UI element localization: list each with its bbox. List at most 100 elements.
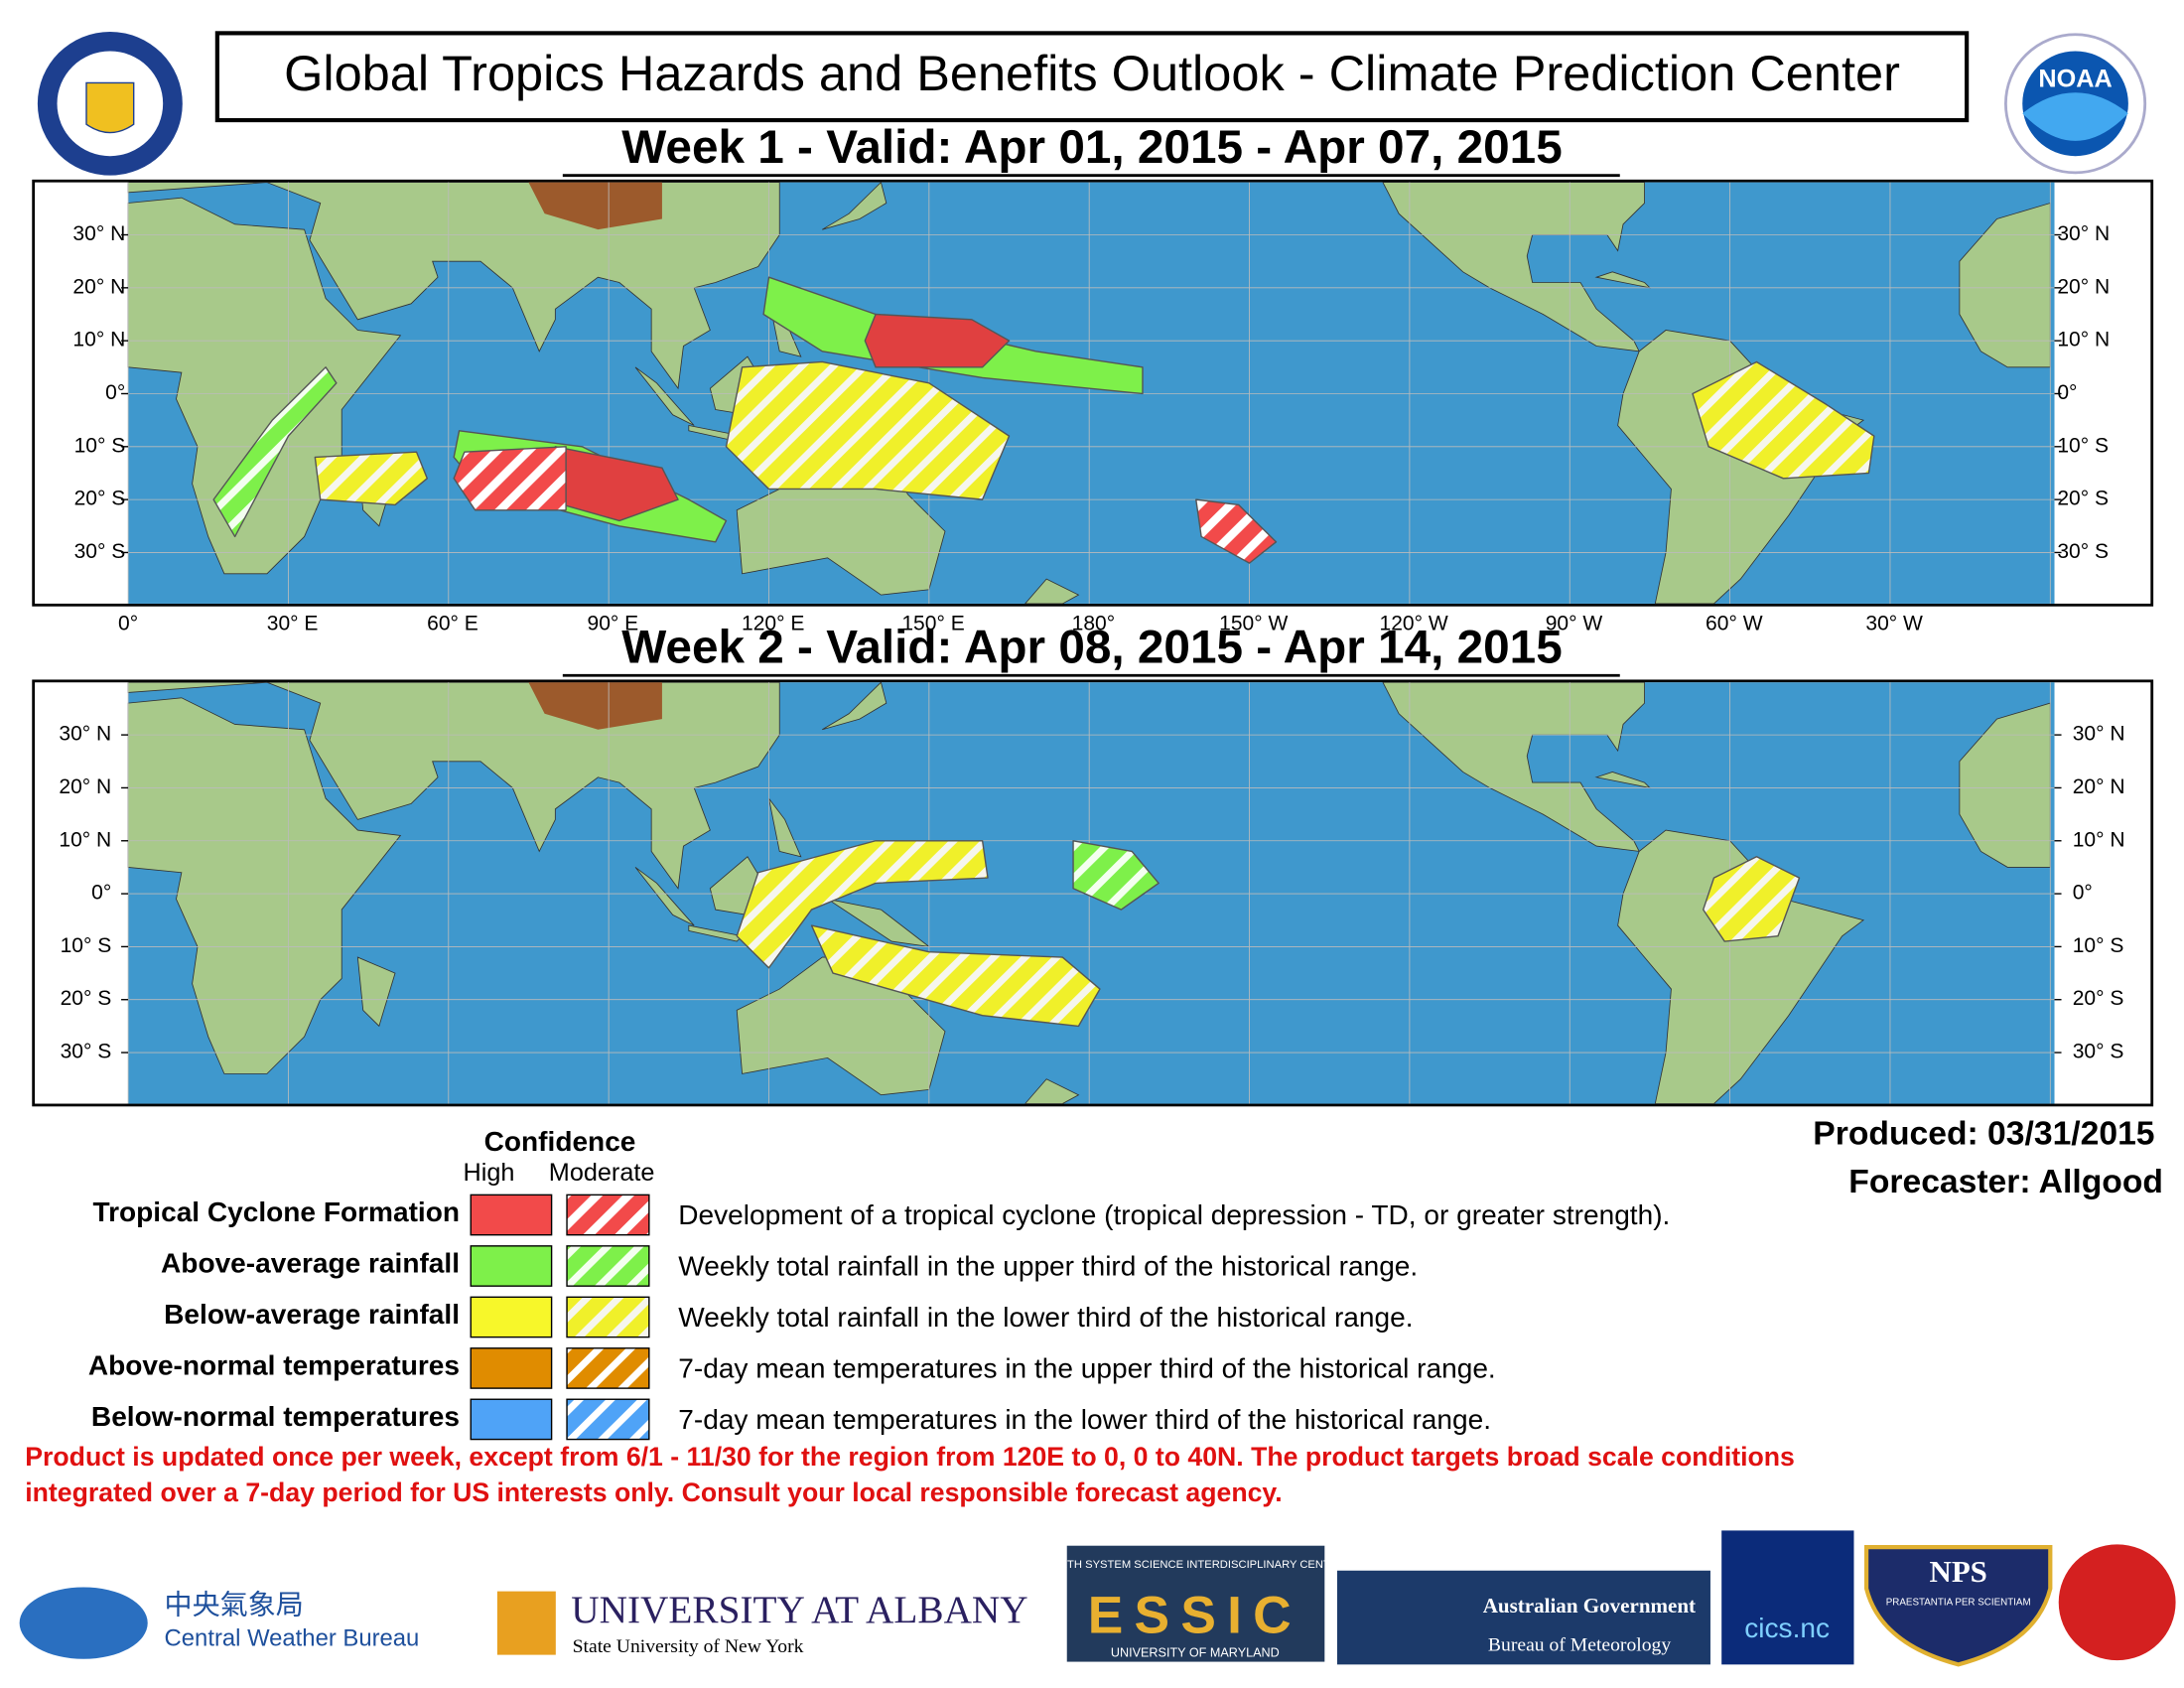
land xyxy=(634,366,695,426)
lon-label: 180° xyxy=(1072,612,1115,634)
bom-2: Bureau of Meteorology xyxy=(1488,1635,1671,1656)
legend-description: Weekly total rainfall in the lower third… xyxy=(678,1302,1413,1333)
land xyxy=(127,182,780,390)
lat-label: 20° N xyxy=(72,275,125,298)
legend-high-swatch xyxy=(470,1296,553,1338)
page-title: Global Tropics Hazards and Benefits Outl… xyxy=(284,45,1900,101)
land xyxy=(1594,771,1652,789)
produced: Produced: 03/31/2015 xyxy=(1813,1115,2154,1152)
legend-moderate-swatch xyxy=(566,1194,650,1236)
nps-shield xyxy=(1863,1545,2053,1667)
legend-name: Below-average rainfall xyxy=(164,1299,460,1330)
legend-high-swatch xyxy=(470,1245,553,1287)
lat-label: 10° S xyxy=(2057,434,2109,457)
lon-label: 90° W xyxy=(1546,612,1603,634)
cics-box xyxy=(1721,1530,1854,1665)
lat-label: 30° S xyxy=(61,1041,112,1063)
land xyxy=(1024,578,1080,605)
land xyxy=(768,797,802,858)
noaa-logo: NOAA xyxy=(2004,33,2147,175)
tibet-plateau xyxy=(528,682,662,730)
hazard-area xyxy=(1072,840,1160,911)
land xyxy=(634,867,695,926)
lon-label: 90° E xyxy=(588,612,639,634)
lat-label: 0° xyxy=(91,882,111,905)
lat-label: 30° N xyxy=(2073,723,2125,746)
lat-label: 0° xyxy=(2057,381,2077,404)
hazard-area xyxy=(864,313,1011,368)
albany-name: UNIVERSITY AT ALBANY xyxy=(571,1589,1027,1631)
albany-sub: State University of New York xyxy=(573,1636,804,1657)
land xyxy=(827,899,931,948)
lat-label: 0° xyxy=(105,381,125,404)
legend-high-swatch xyxy=(470,1398,553,1441)
footer: 中央氣象局 Central Weather Bureau UNIVERSITY AT… xyxy=(19,1530,2176,1667)
bom-box xyxy=(1336,1570,1710,1665)
hazard-area xyxy=(1195,498,1278,564)
map-title: Week 2 - Valid: Apr 08, 2015 - Apr 14, 2… xyxy=(621,622,1562,674)
lat-label: 20° S xyxy=(2073,987,2124,1010)
legend-description: 7-day mean temperatures in the upper thi… xyxy=(678,1352,1495,1383)
lat-label: 30° N xyxy=(59,723,111,746)
bom-1: Australian Government xyxy=(1483,1594,1696,1618)
hazard-area xyxy=(725,360,1011,500)
lat-label: 20° N xyxy=(2073,775,2125,798)
legend-name: Below-normal temperatures xyxy=(91,1401,460,1432)
lat-label: 10° N xyxy=(2073,828,2125,851)
lat-label: 30° S xyxy=(74,540,126,563)
land xyxy=(356,956,396,1028)
doc-seal xyxy=(37,31,183,176)
lon-label: 150° E xyxy=(901,612,964,634)
lat-label: 30° S xyxy=(2057,540,2109,563)
land xyxy=(127,697,402,1074)
hazard-area xyxy=(314,451,428,506)
legend-moderate-swatch xyxy=(566,1245,650,1287)
lon-label: 150° W xyxy=(1219,612,1288,634)
lon-label: 120° E xyxy=(742,612,804,634)
hawaii-emblem xyxy=(2058,1544,2176,1661)
lon-label: 120° W xyxy=(1380,612,1448,634)
nps-name: NPS xyxy=(1930,1555,1987,1589)
hazard-area xyxy=(1692,360,1875,480)
legend-moderate: Moderate xyxy=(549,1159,655,1187)
albany-emblem xyxy=(496,1591,556,1655)
lat-label: 30° S xyxy=(2073,1041,2124,1063)
legend-moderate-swatch xyxy=(566,1347,650,1389)
essic-box xyxy=(1066,1545,1325,1662)
hazard-area xyxy=(736,840,989,969)
cwb-chinese: 中央氣象局 xyxy=(165,1589,304,1619)
nps-sub: PRAESTANTIA PER SCIENTIAM xyxy=(1886,1597,2031,1608)
lon-label: 60° E xyxy=(427,612,478,634)
essic-name: ESSIC xyxy=(1088,1587,1302,1645)
legend-description: 7-day mean temperatures in the lower thi… xyxy=(678,1404,1491,1435)
legend-high: High xyxy=(464,1159,515,1187)
lon-label: 0° xyxy=(118,612,138,634)
map-panel: Week 1 - Valid: Apr 01, 2015 - Apr 07, 2… xyxy=(32,121,2154,634)
lon-label: 30° W xyxy=(1865,612,1923,634)
cwb-emblem xyxy=(19,1587,148,1659)
legend-name: Above-normal temperatures xyxy=(88,1350,460,1381)
title-box xyxy=(214,31,1970,123)
lat-label: 20° N xyxy=(2057,275,2110,298)
land xyxy=(127,681,780,890)
forecaster: Forecaster: Allgood xyxy=(1848,1164,2163,1200)
lat-label: 30° N xyxy=(72,222,125,245)
hazard-area xyxy=(1703,856,1801,942)
legend-description: Development of a tropical cyclone (tropi… xyxy=(678,1199,1670,1230)
legend-name: Tropical Cyclone Formation xyxy=(93,1196,460,1227)
tibet-plateau xyxy=(528,182,662,230)
land xyxy=(822,681,887,731)
lat-label: 20° S xyxy=(61,987,112,1010)
disclaimer-line: Product is updated once per week, except… xyxy=(25,1442,1795,1472)
legend-high-swatch xyxy=(470,1194,553,1236)
lat-label: 0° xyxy=(2073,882,2093,905)
hazard-area xyxy=(212,366,338,538)
legend-high-swatch xyxy=(470,1347,553,1389)
lat-label: 10° N xyxy=(59,828,111,851)
cics-name: cics.nc xyxy=(1744,1613,1830,1643)
legend-title: Confidence xyxy=(484,1126,636,1157)
lat-label: 20° S xyxy=(74,488,126,510)
essic-top: EARTH SYSTEM SCIENCE INTERDISCIPLINARY C… xyxy=(1044,1559,1345,1571)
